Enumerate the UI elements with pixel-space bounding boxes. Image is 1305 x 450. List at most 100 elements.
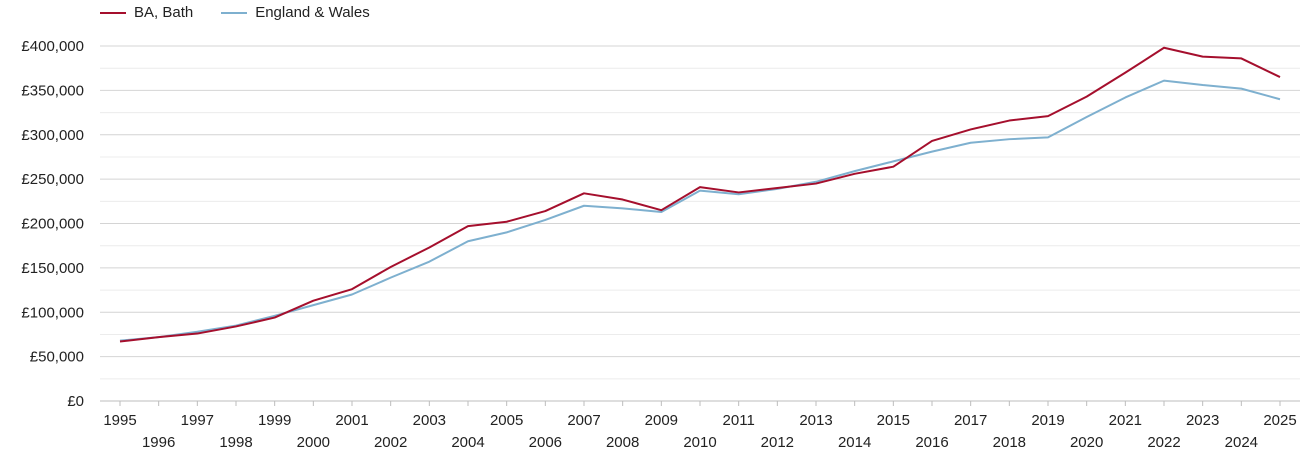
- data-point[interactable]: [968, 126, 974, 132]
- legend-label-england-wales: England & Wales: [255, 4, 370, 21]
- data-point[interactable]: [658, 207, 664, 213]
- data-point[interactable]: [349, 286, 355, 292]
- y-tick-label: £200,000: [21, 216, 84, 233]
- data-point[interactable]: [1045, 134, 1051, 140]
- series-line-england-wales[interactable]: [119, 79, 1281, 342]
- data-point[interactable]: [504, 219, 510, 225]
- data-point[interactable]: [388, 275, 394, 281]
- data-point[interactable]: [426, 259, 432, 265]
- data-point[interactable]: [156, 334, 162, 340]
- y-tick-label: £250,000: [21, 171, 84, 188]
- data-point[interactable]: [1277, 74, 1283, 80]
- data-point[interactable]: [890, 158, 896, 164]
- data-point[interactable]: [1122, 70, 1128, 76]
- x-tick-label: 2016: [915, 434, 948, 450]
- series-line-ba-bath[interactable]: [119, 46, 1281, 343]
- data-point[interactable]: [620, 205, 626, 211]
- data-point[interactable]: [581, 190, 587, 196]
- data-point[interactable]: [581, 203, 587, 209]
- data-point[interactable]: [774, 185, 780, 191]
- data-point[interactable]: [542, 208, 548, 214]
- data-point[interactable]: [117, 339, 123, 345]
- data-point[interactable]: [697, 184, 703, 190]
- x-tick-label: 2023: [1186, 412, 1219, 429]
- x-tick-label: 2002: [374, 434, 407, 450]
- legend: BA, Bath England & Wales: [100, 4, 398, 21]
- x-tick-label: 2003: [413, 412, 446, 429]
- data-point[interactable]: [426, 244, 432, 250]
- y-tick-label: £0: [67, 393, 84, 410]
- data-point[interactable]: [620, 197, 626, 203]
- x-tick-label: 2017: [954, 412, 987, 429]
- y-tick-label: £300,000: [21, 127, 84, 144]
- x-tick-label: 2022: [1147, 434, 1180, 450]
- legend-item-bath[interactable]: BA, Bath: [100, 4, 193, 21]
- legend-item-england-wales[interactable]: England & Wales: [221, 4, 370, 21]
- data-point[interactable]: [272, 315, 278, 321]
- legend-swatch-bath: [100, 11, 126, 14]
- gridlines: [100, 45, 1300, 402]
- y-tick-label: £350,000: [21, 82, 84, 99]
- data-point[interactable]: [349, 292, 355, 298]
- data-point[interactable]: [1200, 82, 1206, 88]
- x-tick-label: 2008: [606, 434, 639, 450]
- x-tick-label: 1998: [219, 434, 252, 450]
- data-point[interactable]: [1161, 78, 1167, 84]
- x-tick-label: 2019: [1031, 412, 1064, 429]
- data-point[interactable]: [465, 223, 471, 229]
- x-tick-label: 2013: [799, 412, 832, 429]
- x-tick-label: 2006: [529, 434, 562, 450]
- data-point[interactable]: [1161, 45, 1167, 51]
- data-point[interactable]: [1200, 54, 1206, 60]
- data-point[interactable]: [1084, 114, 1090, 120]
- data-point[interactable]: [929, 138, 935, 144]
- x-tick-label: 2004: [451, 434, 484, 450]
- x-tick-label: 1999: [258, 412, 291, 429]
- legend-swatch-england-wales: [221, 11, 248, 14]
- x-tick-label: 2018: [993, 434, 1026, 450]
- x-tick-label: 2024: [1225, 434, 1258, 450]
- data-point[interactable]: [1122, 94, 1128, 100]
- x-tick-label: 2000: [297, 434, 330, 450]
- data-point[interactable]: [233, 323, 239, 329]
- y-tick-label: £400,000: [21, 38, 84, 55]
- x-tick-label: 2005: [490, 412, 523, 429]
- data-point[interactable]: [194, 331, 200, 337]
- data-point[interactable]: [1084, 94, 1090, 100]
- data-point[interactable]: [852, 171, 858, 177]
- y-tick-label: £100,000: [21, 304, 84, 321]
- x-tick-label: 2007: [567, 412, 600, 429]
- data-point[interactable]: [968, 140, 974, 146]
- data-point[interactable]: [1006, 118, 1012, 124]
- series-lines: [117, 45, 1283, 345]
- data-point[interactable]: [1277, 96, 1283, 102]
- y-axis: £0 £50,000 £100,000 £150,000 £200,000 £250,00…: [21, 38, 84, 410]
- data-point[interactable]: [1006, 136, 1012, 142]
- x-tick-label: 2012: [761, 434, 794, 450]
- data-point[interactable]: [929, 149, 935, 155]
- data-point[interactable]: [1045, 113, 1051, 119]
- x-axis: 1995 1996 1997 1998 1999 2000 2001 2002 2003 2004…: [103, 401, 1297, 450]
- x-tick-label: 2009: [645, 412, 678, 429]
- x-tick-label: 2011: [723, 412, 755, 429]
- x-tick-label: 1997: [181, 412, 214, 429]
- data-point[interactable]: [736, 189, 742, 195]
- x-tick-label: 2020: [1070, 434, 1103, 450]
- x-tick-label: 2021: [1109, 412, 1142, 429]
- y-tick-label: £150,000: [21, 260, 84, 277]
- y-tick-label: £50,000: [30, 349, 84, 366]
- x-tick-label: 2025: [1263, 412, 1296, 429]
- data-point[interactable]: [388, 264, 394, 270]
- x-tick-label: 2014: [838, 434, 871, 450]
- data-point[interactable]: [542, 217, 548, 223]
- data-point[interactable]: [1238, 86, 1244, 92]
- data-point[interactable]: [504, 229, 510, 235]
- data-point[interactable]: [465, 238, 471, 244]
- data-point[interactable]: [310, 298, 316, 304]
- x-tick-label: 1995: [103, 412, 136, 429]
- data-point[interactable]: [890, 164, 896, 170]
- data-point[interactable]: [1238, 55, 1244, 61]
- data-point[interactable]: [813, 181, 819, 187]
- x-tick-label: 2001: [335, 412, 368, 429]
